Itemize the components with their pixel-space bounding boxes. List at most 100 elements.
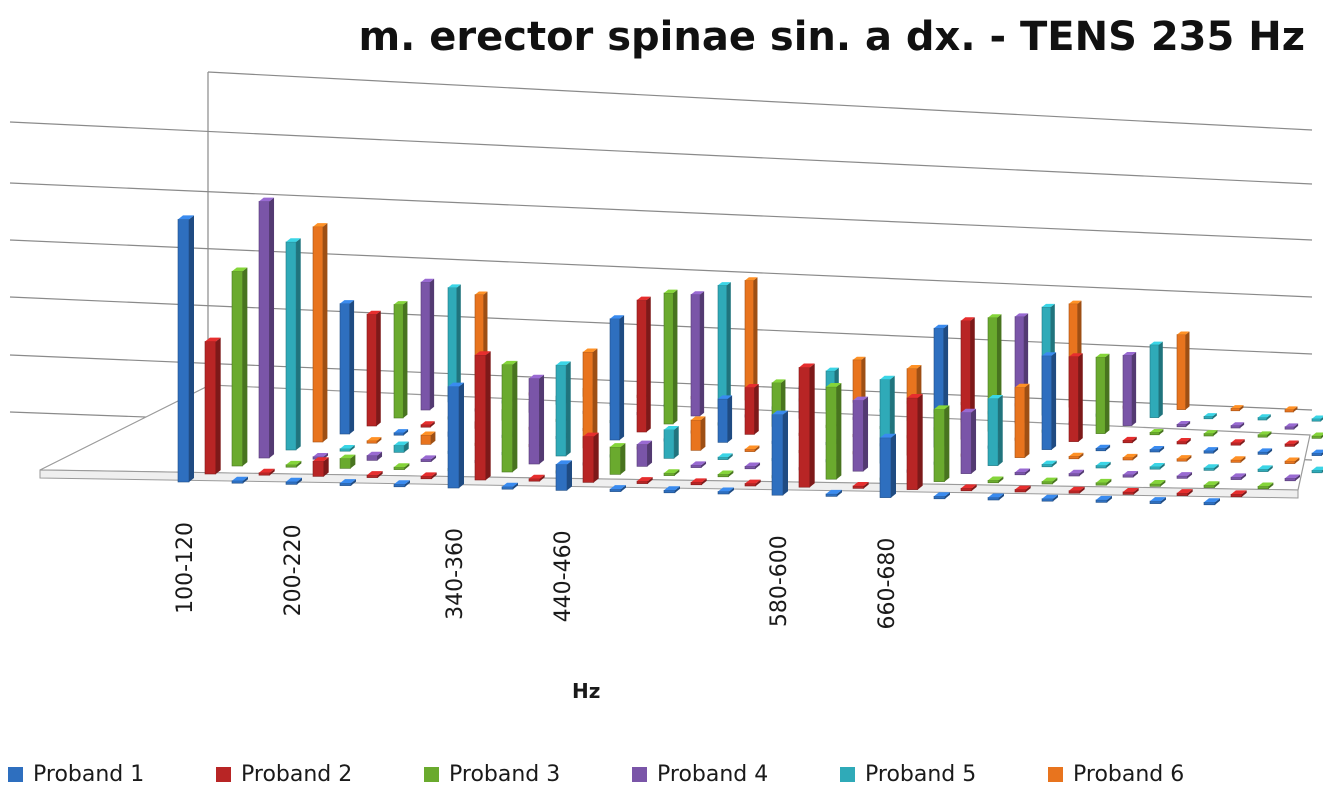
bar-top (1069, 486, 1085, 491)
bar-front (717, 456, 729, 460)
bar (1203, 481, 1220, 488)
bar-side (1267, 431, 1272, 438)
bar-side (1240, 439, 1245, 446)
bar-front (1230, 459, 1242, 463)
bar-front (1203, 484, 1215, 488)
bar-front (366, 455, 378, 461)
bar-front (825, 386, 837, 480)
bar (1284, 474, 1301, 482)
bar-top (1285, 474, 1301, 479)
bar-top (1150, 428, 1164, 433)
bar-side (1107, 495, 1112, 503)
bar-top (718, 487, 734, 492)
bar-side (1133, 470, 1139, 478)
bar-top (1177, 489, 1193, 494)
bar-front (1230, 493, 1243, 498)
bar (420, 455, 437, 462)
bar-front (447, 386, 460, 489)
bar (1176, 472, 1193, 479)
bar (393, 463, 410, 470)
bar-front (1149, 344, 1160, 418)
bar-side (701, 478, 707, 485)
bar (1203, 447, 1219, 454)
bar-front (1176, 492, 1189, 496)
bar-front (528, 378, 540, 465)
bar-front (1068, 356, 1079, 442)
bar-front (1041, 355, 1052, 450)
bar-top (691, 478, 707, 483)
bar-side (998, 394, 1003, 466)
bar-top (367, 437, 382, 441)
bar-front (798, 367, 811, 488)
bar-top (1231, 473, 1247, 478)
bar-front (177, 219, 190, 483)
gridline (207, 71, 1313, 131)
bar-side (1187, 489, 1193, 496)
bar (420, 421, 435, 428)
bar-front (582, 436, 595, 483)
bar-front (420, 424, 431, 428)
bar-front (231, 271, 243, 467)
gridline (9, 296, 1313, 355)
bar-front (1122, 354, 1133, 426)
bar-top (394, 301, 408, 305)
bar-front (1230, 407, 1240, 412)
bar-top (1042, 494, 1058, 499)
bar-side (405, 480, 410, 487)
bar-side (998, 476, 1004, 483)
bar-top (421, 421, 435, 425)
bar-side (836, 383, 842, 480)
bar (1041, 460, 1057, 468)
bar-front (1176, 334, 1186, 410)
bar-side (269, 468, 275, 476)
bar (636, 296, 651, 433)
bar (1176, 331, 1190, 410)
bar (744, 277, 758, 401)
bar-side (863, 396, 869, 472)
bar-top (637, 296, 651, 301)
bar-side (430, 278, 435, 410)
bar-front (1095, 465, 1107, 469)
bar (636, 477, 653, 484)
bar-top (745, 445, 760, 450)
bar-side (754, 384, 759, 435)
bar-front (393, 444, 405, 453)
bar-front (825, 493, 838, 497)
bar-side (1215, 498, 1220, 505)
bar (1068, 469, 1085, 477)
bar-top (718, 453, 733, 458)
bar (609, 443, 626, 475)
bar-front (744, 483, 757, 487)
bar-top (313, 223, 328, 227)
bar (1095, 478, 1112, 486)
bar-top (583, 348, 598, 353)
bar (744, 462, 761, 470)
bar-side (729, 487, 734, 494)
bar-top (745, 462, 761, 467)
bar-side (242, 267, 248, 466)
bar-side (621, 485, 626, 492)
bar-side (376, 310, 381, 426)
bar-side (1078, 353, 1083, 442)
bar-top (907, 393, 923, 398)
bar-side (1053, 494, 1058, 502)
bar (852, 356, 866, 403)
gridline (9, 121, 1313, 185)
bar-top (421, 472, 437, 477)
bar-top (1204, 464, 1219, 468)
bar (1230, 490, 1247, 498)
bar-side (1294, 440, 1299, 447)
bar-side (755, 462, 761, 469)
x-tick-label: 200-220 (281, 524, 306, 616)
bar (771, 410, 788, 496)
bar-front (1257, 417, 1268, 421)
bar-top (664, 469, 680, 474)
bar-top (691, 461, 707, 466)
bar (663, 469, 680, 476)
bar-side (1241, 473, 1247, 480)
bar-side (1268, 465, 1273, 472)
bar-top (934, 492, 950, 497)
bar (420, 431, 436, 445)
gridline (9, 239, 1313, 298)
bar-front (339, 303, 350, 435)
